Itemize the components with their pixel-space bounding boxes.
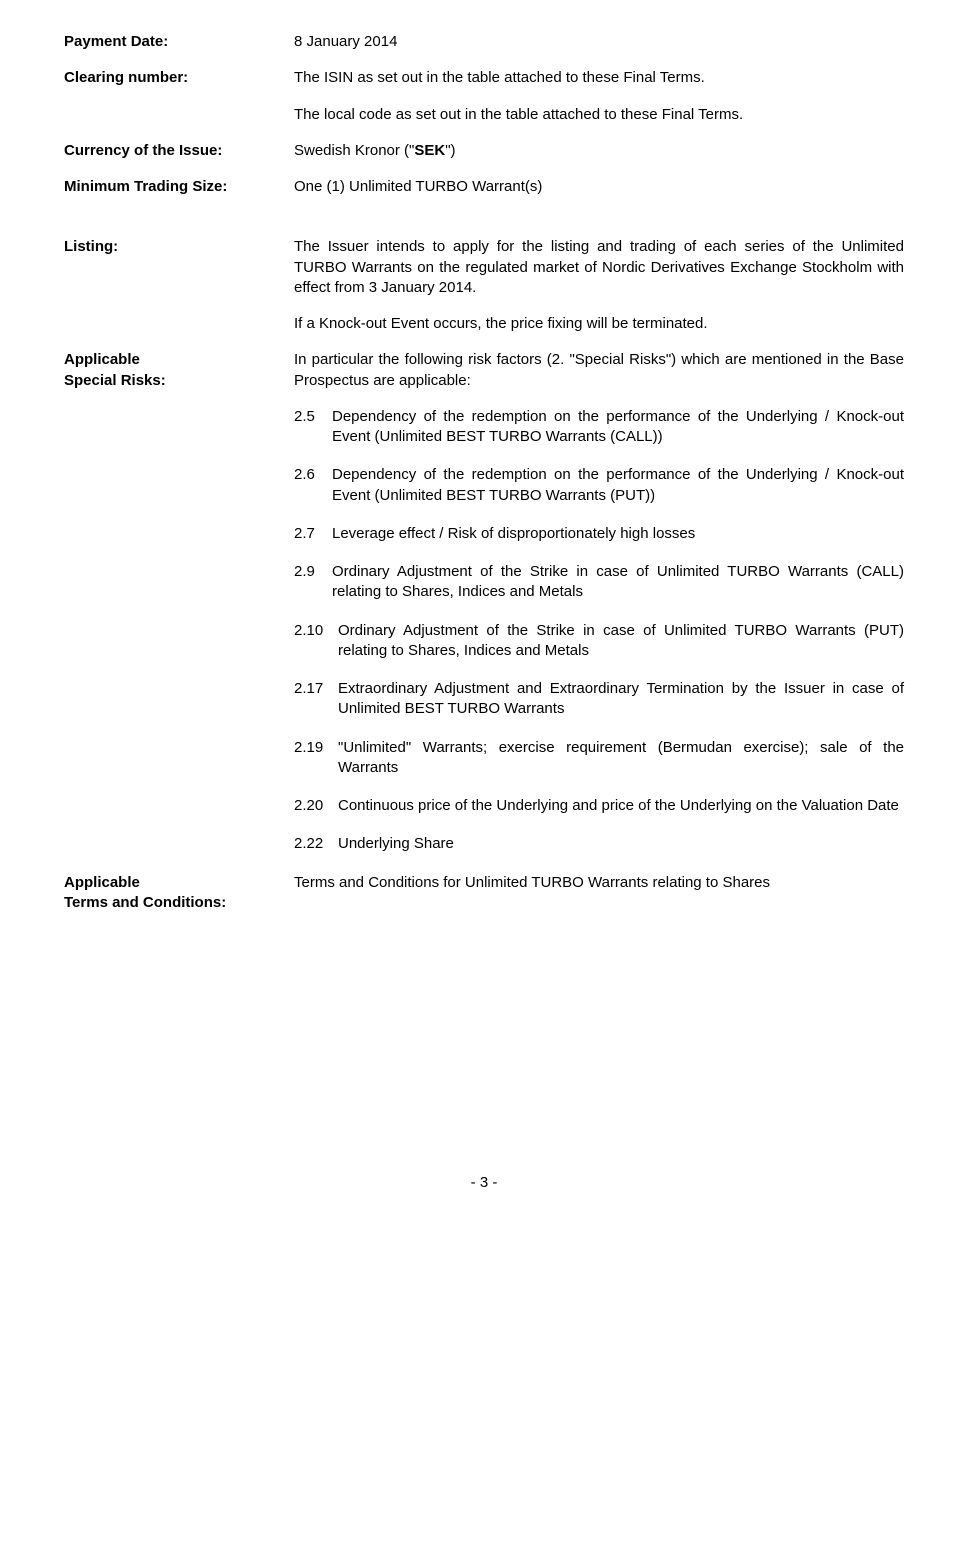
- listing-para2: If a Knock-out Event occurs, the price f…: [294, 314, 904, 334]
- currency-bold: SEK: [414, 142, 445, 159]
- special-risks-label: Applicable Special Risks:: [64, 350, 294, 391]
- page-number: - 3 -: [64, 1173, 904, 1193]
- payment-date-label: Payment Date:: [64, 32, 294, 52]
- clearing-number-label: Clearing number:: [64, 68, 294, 88]
- special-risks-row: Applicable Special Risks: In particular …: [64, 350, 904, 391]
- risk-item: 2.19 "Unlimited" Warrants; exercise requ…: [294, 738, 904, 779]
- risk-item: 2.17 Extraordinary Adjustment and Extrao…: [294, 679, 904, 720]
- currency-suffix: "): [445, 142, 455, 159]
- terms-label1: Applicable: [64, 873, 294, 893]
- payment-date-row: Payment Date: 8 January 2014: [64, 32, 904, 52]
- risk-item: 2.10 Ordinary Adjustment of the Strike i…: [294, 621, 904, 662]
- risk-text: "Unlimited" Warrants; exercise requireme…: [338, 738, 904, 779]
- min-trading-row: Minimum Trading Size: One (1) Unlimited …: [64, 177, 904, 197]
- risk-text: Leverage effect / Risk of disproportiona…: [332, 524, 904, 544]
- risk-num: 2.9: [294, 562, 332, 603]
- currency-prefix: Swedish Kronor (": [294, 142, 414, 159]
- risk-num: 2.6: [294, 465, 332, 506]
- listing-para1: The Issuer intends to apply for the list…: [294, 237, 904, 298]
- listing-row: Listing: The Issuer intends to apply for…: [64, 237, 904, 298]
- risk-num: 2.22: [294, 834, 338, 854]
- special-risks-intro: In particular the following risk factors…: [294, 350, 904, 391]
- risk-item: 2.7 Leverage effect / Risk of disproport…: [294, 524, 904, 544]
- risk-text: Ordinary Adjustment of the Strike in cas…: [332, 562, 904, 603]
- risk-item: 2.20 Continuous price of the Underlying …: [294, 796, 904, 816]
- risk-items-container: 2.5 Dependency of the redemption on the …: [294, 407, 904, 855]
- min-trading-value: One (1) Unlimited TURBO Warrant(s): [294, 177, 904, 197]
- risk-text: Underlying Share: [338, 834, 904, 854]
- risk-num: 2.7: [294, 524, 332, 544]
- risk-item: 2.5 Dependency of the redemption on the …: [294, 407, 904, 448]
- risk-item: 2.6 Dependency of the redemption on the …: [294, 465, 904, 506]
- currency-label: Currency of the Issue:: [64, 141, 294, 161]
- risk-text: Dependency of the redemption on the perf…: [332, 465, 904, 506]
- payment-date-value: 8 January 2014: [294, 32, 904, 52]
- risk-num: 2.20: [294, 796, 338, 816]
- risk-num: 2.5: [294, 407, 332, 448]
- terms-label2: Terms and Conditions:: [64, 893, 294, 913]
- currency-row: Currency of the Issue: Swedish Kronor ("…: [64, 141, 904, 161]
- risk-num: 2.17: [294, 679, 338, 720]
- listing-label: Listing:: [64, 237, 294, 298]
- risk-text: Extraordinary Adjustment and Extraordina…: [338, 679, 904, 720]
- risk-num: 2.19: [294, 738, 338, 779]
- special-risks-label2: Special Risks:: [64, 371, 294, 391]
- risk-text: Continuous price of the Underlying and p…: [338, 796, 904, 816]
- risk-num: 2.10: [294, 621, 338, 662]
- clearing-number-value2: The local code as set out in the table a…: [294, 105, 904, 125]
- min-trading-label: Minimum Trading Size:: [64, 177, 294, 197]
- risk-text: Dependency of the redemption on the perf…: [332, 407, 904, 448]
- risk-text: Ordinary Adjustment of the Strike in cas…: [338, 621, 904, 662]
- special-risks-label1: Applicable: [64, 350, 294, 370]
- clearing-number-row: Clearing number: The ISIN as set out in …: [64, 68, 904, 88]
- terms-label: Applicable Terms and Conditions:: [64, 873, 294, 914]
- currency-value: Swedish Kronor ("SEK"): [294, 141, 904, 161]
- clearing-number-value: The ISIN as set out in the table attache…: [294, 68, 904, 88]
- terms-row: Applicable Terms and Conditions: Terms a…: [64, 873, 904, 914]
- terms-value: Terms and Conditions for Unlimited TURBO…: [294, 873, 904, 914]
- risk-item: 2.22 Underlying Share: [294, 834, 904, 854]
- risk-item: 2.9 Ordinary Adjustment of the Strike in…: [294, 562, 904, 603]
